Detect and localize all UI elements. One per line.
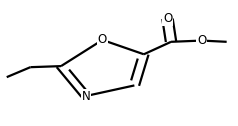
Text: O: O <box>163 12 172 25</box>
Text: O: O <box>197 34 206 47</box>
Text: N: N <box>81 89 90 103</box>
Text: O: O <box>98 33 107 46</box>
